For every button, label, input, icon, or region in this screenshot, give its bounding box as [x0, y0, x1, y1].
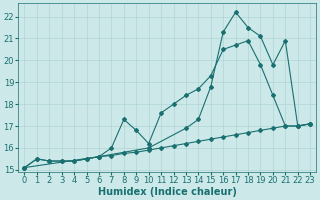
X-axis label: Humidex (Indice chaleur): Humidex (Indice chaleur) — [98, 187, 237, 197]
